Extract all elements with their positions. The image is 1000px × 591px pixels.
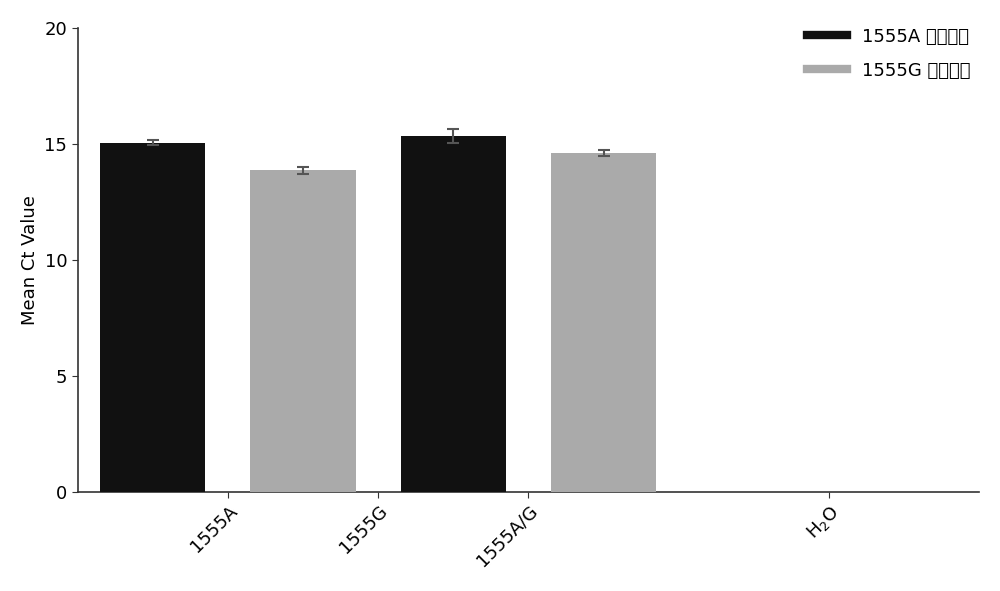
Bar (250, 170, 356, 492)
Legend: 1555A 检测体系, 1555G 检测体系: 1555A 检测体系, 1555G 检测体系 (807, 28, 970, 80)
Y-axis label: Mean Ct Value: Mean Ct Value (21, 195, 39, 324)
Bar (551, 153, 656, 492)
Bar (401, 136, 506, 492)
Bar (100, 142, 205, 492)
